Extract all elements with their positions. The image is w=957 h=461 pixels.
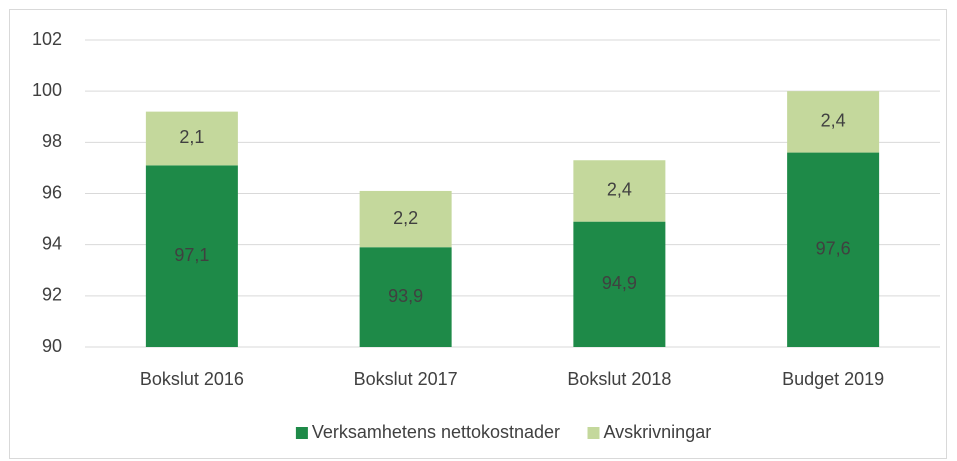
legend-label: Avskrivningar (604, 422, 712, 442)
y-tick-label: 102 (32, 29, 62, 49)
x-tick-label: Bokslut 2018 (567, 369, 671, 389)
bar-segment (145, 165, 238, 347)
bar-segment (145, 111, 238, 166)
x-tick-label: Budget 2019 (782, 369, 884, 389)
y-tick-label: 92 (42, 285, 62, 305)
data-label: 2,1 (179, 127, 204, 147)
bar-segment (359, 247, 452, 347)
legend-label: Verksamhetens nettokostnader (312, 422, 560, 442)
x-tick-label: Bokslut 2016 (140, 369, 244, 389)
data-label: 2,2 (393, 208, 418, 228)
data-label: 93,9 (388, 286, 423, 306)
y-tick-label: 96 (42, 182, 62, 202)
y-tick-label: 90 (42, 336, 62, 356)
bar-segment (787, 91, 880, 153)
data-label: 97,1 (174, 245, 209, 265)
y-tick-label: 94 (42, 233, 62, 253)
legend-swatch (587, 427, 600, 439)
data-label: 2,4 (821, 111, 846, 131)
x-tick-label: Bokslut 2017 (354, 369, 458, 389)
y-tick-label: 100 (32, 80, 62, 100)
bar-segment (359, 190, 452, 248)
legend-swatch (295, 427, 308, 439)
data-label: 97,6 (816, 239, 851, 259)
bar-segment (573, 221, 666, 347)
bar-segment (573, 160, 666, 222)
bar-segment (787, 152, 880, 347)
data-label: 94,9 (602, 273, 637, 293)
y-tick-label: 98 (42, 131, 62, 151)
data-label: 2,4 (607, 180, 632, 200)
